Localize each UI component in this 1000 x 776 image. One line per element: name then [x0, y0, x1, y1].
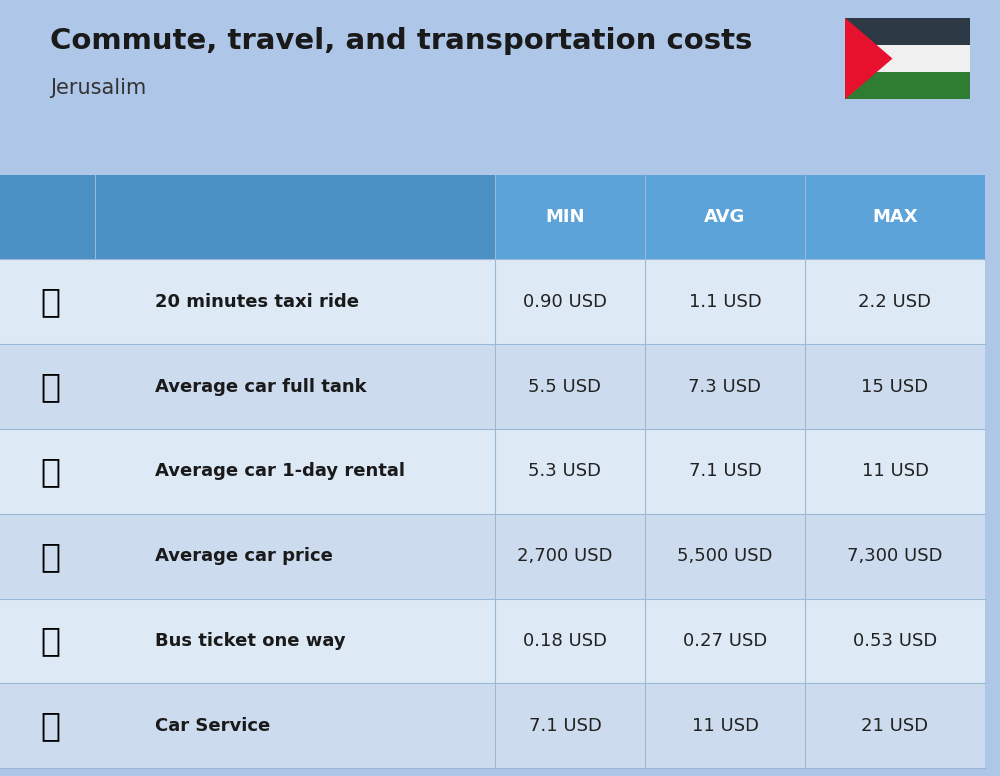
Text: 11 USD: 11 USD [692, 717, 759, 735]
Text: Average car 1-day rental: Average car 1-day rental [155, 462, 405, 480]
FancyBboxPatch shape [805, 175, 985, 259]
Text: MAX: MAX [872, 208, 918, 226]
Text: 21 USD: 21 USD [861, 717, 929, 735]
Text: 20 minutes taxi ride: 20 minutes taxi ride [155, 293, 359, 311]
Text: 2.2 USD: 2.2 USD [858, 293, 932, 311]
Text: 🚙: 🚙 [40, 455, 60, 488]
FancyBboxPatch shape [845, 45, 970, 72]
Text: 0.18 USD: 0.18 USD [523, 632, 607, 650]
Text: Bus ticket one way: Bus ticket one way [155, 632, 346, 650]
Text: Commute, travel, and transportation costs: Commute, travel, and transportation cost… [50, 27, 752, 55]
Polygon shape [845, 18, 893, 99]
FancyBboxPatch shape [495, 175, 645, 259]
FancyBboxPatch shape [0, 429, 985, 514]
FancyBboxPatch shape [0, 598, 985, 684]
Text: 5.5 USD: 5.5 USD [528, 378, 602, 396]
Text: 7.1 USD: 7.1 USD [689, 462, 761, 480]
FancyBboxPatch shape [0, 259, 985, 345]
Text: 🚗: 🚗 [40, 709, 60, 743]
FancyBboxPatch shape [645, 175, 805, 259]
Text: ⛽: ⛽ [40, 370, 60, 403]
Text: 7.1 USD: 7.1 USD [529, 717, 601, 735]
Text: 5.3 USD: 5.3 USD [528, 462, 602, 480]
Text: Jerusalim: Jerusalim [50, 78, 146, 98]
Text: 15 USD: 15 USD [861, 378, 929, 396]
Text: 11 USD: 11 USD [862, 462, 928, 480]
FancyBboxPatch shape [0, 175, 495, 259]
Text: 🚕: 🚕 [40, 286, 60, 318]
Text: 0.90 USD: 0.90 USD [523, 293, 607, 311]
Text: Car Service: Car Service [155, 717, 270, 735]
Text: Average car price: Average car price [155, 547, 333, 565]
FancyBboxPatch shape [0, 345, 985, 429]
FancyBboxPatch shape [845, 18, 970, 45]
Text: 🚗: 🚗 [40, 540, 60, 573]
Text: 2,700 USD: 2,700 USD [517, 547, 613, 565]
Text: 5,500 USD: 5,500 USD [677, 547, 773, 565]
Text: AVG: AVG [704, 208, 746, 226]
Text: Average car full tank: Average car full tank [155, 378, 367, 396]
FancyBboxPatch shape [0, 684, 985, 768]
Text: 0.27 USD: 0.27 USD [683, 632, 767, 650]
FancyBboxPatch shape [845, 72, 970, 99]
FancyBboxPatch shape [0, 514, 985, 598]
Text: 🚌: 🚌 [40, 625, 60, 657]
Text: 7.3 USD: 7.3 USD [688, 378, 762, 396]
Text: 1.1 USD: 1.1 USD [689, 293, 761, 311]
Text: MIN: MIN [545, 208, 585, 226]
Text: 7,300 USD: 7,300 USD [847, 547, 943, 565]
Text: 0.53 USD: 0.53 USD [853, 632, 937, 650]
